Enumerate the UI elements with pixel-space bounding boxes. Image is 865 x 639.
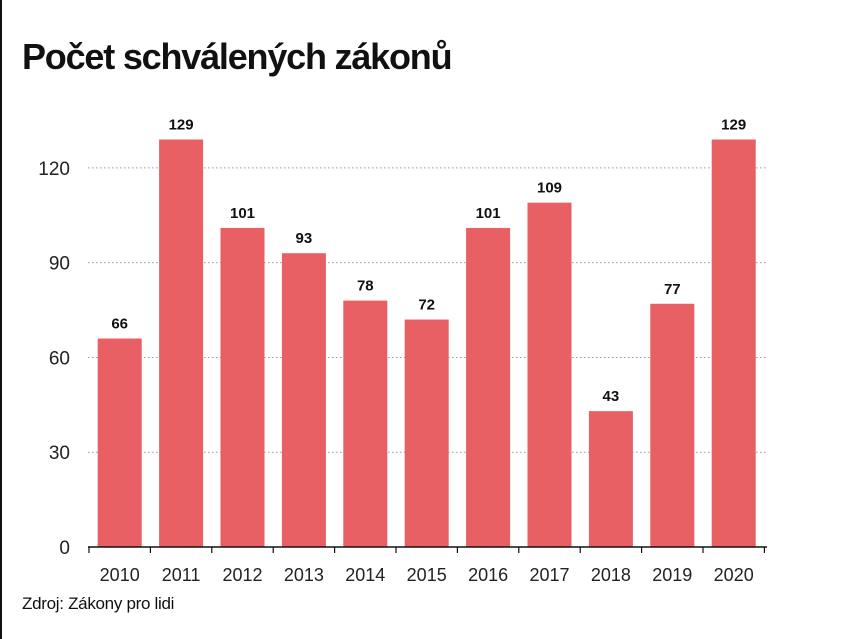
data-label: 43: [603, 388, 620, 405]
data-label: 66: [111, 316, 128, 333]
bar: [220, 227, 265, 547]
bar: [711, 139, 756, 547]
x-tick-label: 2012: [222, 565, 262, 585]
x-tick-label: 2018: [591, 565, 631, 585]
x-tick-label: 2019: [652, 565, 692, 585]
x-tick-label: 2017: [529, 565, 569, 585]
bar: [527, 202, 572, 547]
data-label: 78: [357, 278, 374, 295]
y-tick-label: 60: [49, 348, 70, 369]
bar: [281, 253, 326, 548]
y-tick-label: 0: [59, 538, 70, 559]
x-tick-label: 2013: [284, 565, 324, 585]
bar: [159, 139, 204, 547]
data-label: 129: [721, 116, 746, 133]
bar: [404, 319, 449, 547]
left-rule: [0, 0, 2, 639]
bars: [97, 139, 756, 548]
labels: 0 30 60 90 120 66 2010 129 2011 101 2012 93 2013 78 20…: [38, 116, 753, 585]
data-label: 101: [230, 205, 255, 222]
data-label: 129: [169, 116, 194, 133]
data-label: 93: [296, 230, 313, 247]
data-label: 77: [664, 281, 681, 298]
data-label: 109: [537, 180, 562, 197]
data-label: 101: [476, 205, 501, 222]
x-tick-label: 2020: [714, 565, 754, 585]
bar: [343, 300, 388, 547]
bar: [97, 338, 142, 547]
y-tick-label: 120: [38, 159, 70, 180]
x-tick-label: 2011: [162, 565, 201, 585]
x-tick-label: 2010: [100, 565, 140, 585]
bar: [650, 303, 695, 547]
chart-title: Počet schválených zákonů: [22, 36, 453, 77]
y-tick-label: 90: [49, 254, 70, 275]
x-tick-label: 2014: [345, 565, 385, 585]
bar: [466, 227, 511, 547]
x-tick-label: 2015: [407, 565, 447, 585]
x-tick-label: 2016: [468, 565, 508, 585]
bar: [588, 411, 633, 547]
y-tick-label: 30: [49, 443, 70, 464]
source-note: Zdroj: Zákony pro lidi: [22, 594, 175, 613]
data-label: 72: [418, 297, 435, 314]
x-axis: [88, 546, 767, 553]
